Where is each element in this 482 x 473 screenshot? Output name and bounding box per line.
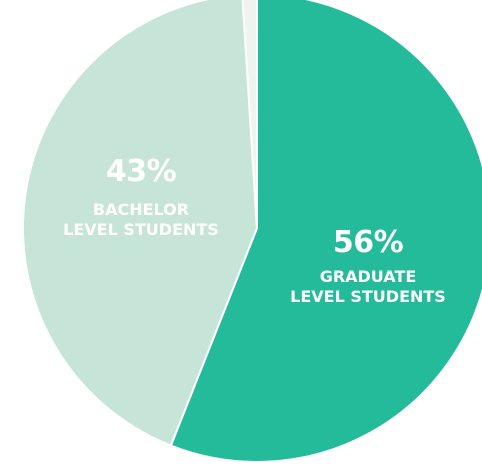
slice-category-label: LEVEL STUDENTS [63,220,219,239]
slice-category-label: BACHELOR [93,200,189,219]
pie-slice-1 [21,0,259,447]
pie-slices [21,0,482,463]
slice-category-label: GRADUATE [320,267,417,286]
pie-slice-0 [169,0,482,463]
pie-slice-2 [241,0,258,229]
slice-percent-label: 56% [333,225,404,260]
slice-percent-label: 43% [106,154,177,189]
slice-category-label: LEVEL STUDENTS [290,287,446,306]
